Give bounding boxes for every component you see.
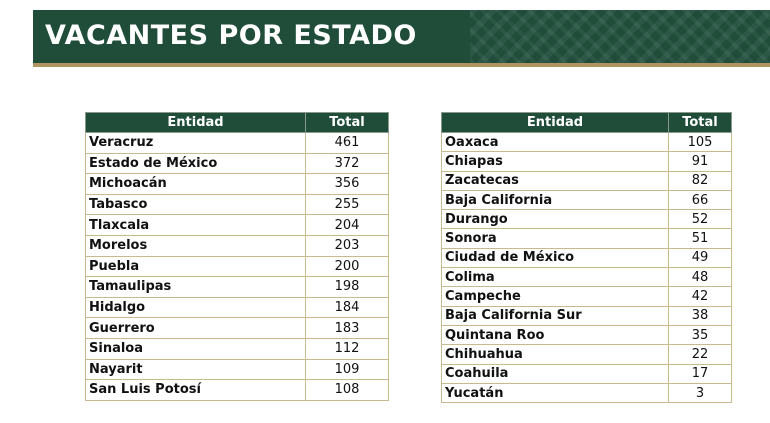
total-cell: 22 bbox=[668, 344, 732, 365]
entidad-cell: Sonora bbox=[441, 228, 669, 249]
total-cell: 356 bbox=[305, 173, 389, 195]
entidad-cell: Oaxaca bbox=[441, 131, 669, 153]
total-cell: 66 bbox=[668, 189, 732, 211]
entidad-cell: Durango bbox=[441, 209, 669, 230]
table-header-row: Entidad Total bbox=[85, 112, 389, 133]
table-row: Baja California 66 bbox=[441, 189, 732, 211]
table-row: Baja California Sur 38 bbox=[441, 305, 732, 326]
entidad-cell: Ciudad de México bbox=[441, 247, 669, 269]
entidad-cell: Yucatán bbox=[441, 382, 669, 404]
total-cell: 52 bbox=[668, 209, 732, 230]
table-row: Tlaxcala 204 bbox=[85, 214, 389, 236]
entidad-cell: Chihuahua bbox=[441, 344, 669, 365]
entidad-cell: Estado de México bbox=[85, 152, 306, 175]
total-cell: 200 bbox=[305, 255, 389, 278]
total-cell: 48 bbox=[668, 267, 732, 288]
entidad-cell: Michoacán bbox=[85, 173, 306, 195]
total-cell: 38 bbox=[668, 305, 732, 326]
vacancies-table-right: Entidad Total Oaxaca 105 Chiapas 91 Zacateca… bbox=[441, 112, 732, 404]
entidad-cell: Puebla bbox=[85, 255, 306, 278]
total-cell: 109 bbox=[305, 358, 389, 381]
table-body-right: Oaxaca 105 Chiapas 91 Zacatecas 82 Baja Califo… bbox=[441, 131, 732, 404]
table-row: Sinaloa 112 bbox=[85, 337, 389, 360]
header-total: Total bbox=[668, 112, 732, 133]
table-row: Nayarit 109 bbox=[85, 358, 389, 381]
table-row: Campeche 42 bbox=[441, 286, 732, 307]
header-total: Total bbox=[305, 112, 389, 133]
table-row: Morelos 203 bbox=[85, 234, 389, 257]
total-cell: 204 bbox=[305, 214, 389, 236]
entidad-cell: Tabasco bbox=[85, 193, 306, 216]
page-title: VACANTES POR ESTADO bbox=[45, 20, 417, 51]
total-cell: 105 bbox=[668, 131, 732, 153]
table-row: Oaxaca 105 bbox=[441, 131, 732, 153]
entidad-cell: Nayarit bbox=[85, 358, 306, 381]
title-banner: VACANTES POR ESTADO bbox=[33, 10, 770, 63]
table-header-row: Entidad Total bbox=[441, 112, 732, 133]
entidad-cell: San Luis Potosí bbox=[85, 379, 306, 401]
total-cell: 184 bbox=[305, 296, 389, 319]
entidad-cell: Zacatecas bbox=[441, 170, 669, 191]
total-cell: 183 bbox=[305, 317, 389, 339]
total-cell: 35 bbox=[668, 324, 732, 346]
banner-pattern bbox=[470, 10, 770, 63]
vacancies-table-left: Entidad Total Veracruz 461 Estado de Méxic… bbox=[85, 112, 389, 401]
table-row: Colima 48 bbox=[441, 267, 732, 288]
entidad-cell: Guerrero bbox=[85, 317, 306, 339]
entidad-cell: Hidalgo bbox=[85, 296, 306, 319]
table-row: Hidalgo 184 bbox=[85, 296, 389, 319]
entidad-cell: Coahuila bbox=[441, 363, 669, 384]
entidad-cell: Colima bbox=[441, 267, 669, 288]
total-cell: 112 bbox=[305, 337, 389, 360]
table-row: San Luis Potosí 108 bbox=[85, 379, 389, 401]
table-row: Yucatán 3 bbox=[441, 382, 732, 404]
table-row: Durango 52 bbox=[441, 209, 732, 230]
total-cell: 3 bbox=[668, 382, 732, 404]
table-row: Coahuila 17 bbox=[441, 363, 732, 384]
entidad-cell: Veracruz bbox=[85, 132, 306, 154]
total-cell: 198 bbox=[305, 276, 389, 298]
table-row: Veracruz 461 bbox=[85, 132, 389, 154]
table-row: Tamaulipas 198 bbox=[85, 276, 389, 298]
total-cell: 461 bbox=[305, 132, 389, 154]
entidad-cell: Morelos bbox=[85, 234, 306, 257]
entidad-cell: Baja California bbox=[441, 189, 669, 211]
table-row: Chiapas 91 bbox=[441, 151, 732, 172]
entidad-cell: Campeche bbox=[441, 286, 669, 307]
table-row: Zacatecas 82 bbox=[441, 170, 732, 191]
table-row: Quintana Roo 35 bbox=[441, 324, 732, 346]
entidad-cell: Tamaulipas bbox=[85, 276, 306, 298]
banner-underline bbox=[33, 63, 770, 67]
table-row: Puebla 200 bbox=[85, 255, 389, 278]
table-row: Sonora 51 bbox=[441, 228, 732, 249]
table-row: Tabasco 255 bbox=[85, 193, 389, 216]
entidad-cell: Tlaxcala bbox=[85, 214, 306, 236]
total-cell: 203 bbox=[305, 234, 389, 257]
total-cell: 82 bbox=[668, 170, 732, 191]
total-cell: 51 bbox=[668, 228, 732, 249]
total-cell: 108 bbox=[305, 379, 389, 401]
total-cell: 17 bbox=[668, 363, 732, 384]
header-entidad: Entidad bbox=[441, 112, 669, 133]
total-cell: 372 bbox=[305, 152, 389, 175]
entidad-cell: Baja California Sur bbox=[441, 305, 669, 326]
total-cell: 91 bbox=[668, 151, 732, 172]
total-cell: 42 bbox=[668, 286, 732, 307]
entidad-cell: Chiapas bbox=[441, 151, 669, 172]
table-row: Michoacán 356 bbox=[85, 173, 389, 195]
total-cell: 255 bbox=[305, 193, 389, 216]
table-body-left: Veracruz 461 Estado de México 372 Michoacán 3… bbox=[85, 132, 389, 401]
total-cell: 49 bbox=[668, 247, 732, 269]
table-row: Ciudad de México 49 bbox=[441, 247, 732, 269]
header-entidad: Entidad bbox=[85, 112, 306, 133]
entidad-cell: Sinaloa bbox=[85, 337, 306, 360]
table-row: Chihuahua 22 bbox=[441, 344, 732, 365]
table-row: Guerrero 183 bbox=[85, 317, 389, 339]
table-row: Estado de México 372 bbox=[85, 152, 389, 175]
entidad-cell: Quintana Roo bbox=[441, 324, 669, 346]
